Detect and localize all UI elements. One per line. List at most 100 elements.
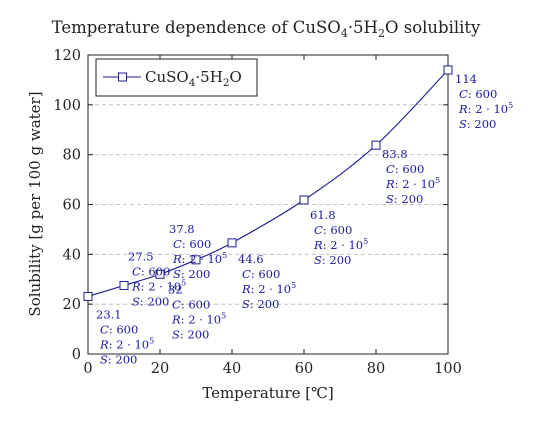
data-label-key: C [459,87,468,101]
data-label-key: C [242,267,251,281]
data-label-r: R: 2 · 105 [458,101,513,116]
data-label-key: R [313,238,323,252]
y-tick-label: 100 [53,98,81,114]
data-label-c: C: 600 [314,223,352,237]
data-label-c-value: : 600 [251,267,280,281]
x-tick-label: 100 [434,361,462,377]
data-label-s-value: : 200 [108,352,137,366]
data-label-key: R [385,177,395,191]
data-label-r: R: 2 · 105 [172,251,227,266]
data-label-r: R: 2 · 105 [171,311,226,326]
data-label-r-exponent: 5 [221,311,226,320]
data-label-r: R: 2 · 105 [99,336,154,351]
data-label-c-value: : 600 [181,297,210,311]
y-tick-label: 60 [63,198,81,214]
data-label-key: C [132,264,141,278]
data-label-s-value: : 200 [140,294,169,308]
data-label-s-value: : 200 [322,253,351,267]
data-label-r: R: 2 · 105 [385,176,440,191]
data-label-c-value: : 600 [182,237,211,251]
data-label-r-value: : 2 · 10 [395,177,435,191]
data-label-r-value: : 2 · 10 [323,238,363,252]
data-label-key: S [172,327,180,341]
y-axis-label: Solubility [g per 100 g water] [26,91,44,316]
data-point [371,140,381,150]
data-label-r-exponent: 5 [149,336,154,345]
data-label-s: S: 200 [242,297,279,311]
data-point [119,280,129,290]
data-label-value: 61.8 [310,208,336,222]
data-label-c: C: 600 [172,297,210,311]
data-point [227,238,237,248]
y-tick-label: 80 [63,148,81,164]
data-label-s-value: : 200 [250,297,279,311]
legend: CuSO4·5H2O [95,58,258,97]
data-label-value: 114 [455,72,477,86]
data-label-s-value: : 200 [180,327,209,341]
data-point [191,255,201,265]
data-label-value: 27.5 [128,249,154,263]
data-label-r-exponent: 5 [363,237,368,246]
x-tick-label: 0 [83,361,92,377]
data-point [299,195,309,205]
data-label-c: C: 600 [100,322,138,336]
data-label-s: S: 200 [314,253,351,267]
y-tick-label: 40 [63,247,81,263]
data-label-key: S [386,192,394,206]
legend-marker [118,72,127,82]
x-tick-label: 60 [295,361,313,377]
data-label-key: C [172,297,181,311]
data-label-r-value: : 2 · 10 [251,282,291,296]
data-label-value: 44.6 [238,252,264,266]
data-label-value: 83.8 [382,147,408,161]
y-tick-label: 20 [63,297,81,313]
data-label-key: R [241,282,251,296]
data-label-key: R [171,312,181,326]
y-tick-label: 0 [72,347,81,363]
chart-title: Temperature dependence of CuSO4·5H2O sol… [52,18,481,40]
data-label-s: S: 200 [100,352,137,366]
data-label-s-value: : 200 [394,192,423,206]
data-label-s: S: 200 [459,117,496,131]
data-label-key: R [172,252,182,266]
data-label-r-exponent: 5 [291,281,296,290]
legend-label: CuSO4·5H2O [145,68,242,89]
data-label-r: R: 2 · 105 [313,237,368,252]
data-label-s: S: 200 [173,267,210,281]
plot-area [83,54,453,355]
data-label-c-value: : 600 [468,87,497,101]
data-label-c-value: : 600 [109,322,138,336]
data-label-key: S [100,352,108,366]
data-label-r: R: 2 · 105 [131,278,186,293]
data-label-s: S: 200 [132,294,169,308]
data-label-key: R [458,102,468,116]
tick-labels: 0 20 40 60 80 100 0 20 40 60 80 100 120 [53,48,462,377]
data-label-key: S [173,267,181,281]
data-label-r-exponent: 5 [181,278,186,287]
data-label-value: 23.1 [96,307,122,321]
data-label-c: C: 600 [173,237,211,251]
data-label-key: C [173,237,182,251]
y-tick-label: 120 [53,48,81,64]
data-label-r-value: : 2 · 10 [141,279,181,293]
data-label-key: S [242,297,250,311]
data-label-c-value: : 600 [395,162,424,176]
grid [88,104,448,305]
data-label-value: 37.8 [169,222,195,236]
data-point [155,269,165,279]
x-tick-label: 20 [151,361,169,377]
data-point [443,65,453,75]
x-axis-label: Temperature [℃] [202,384,334,402]
data-label-c: C: 600 [386,162,424,176]
data-label-key: R [131,279,141,293]
x-tick-label: 40 [223,361,241,377]
data-label-r-value: : 2 · 10 [468,102,508,116]
